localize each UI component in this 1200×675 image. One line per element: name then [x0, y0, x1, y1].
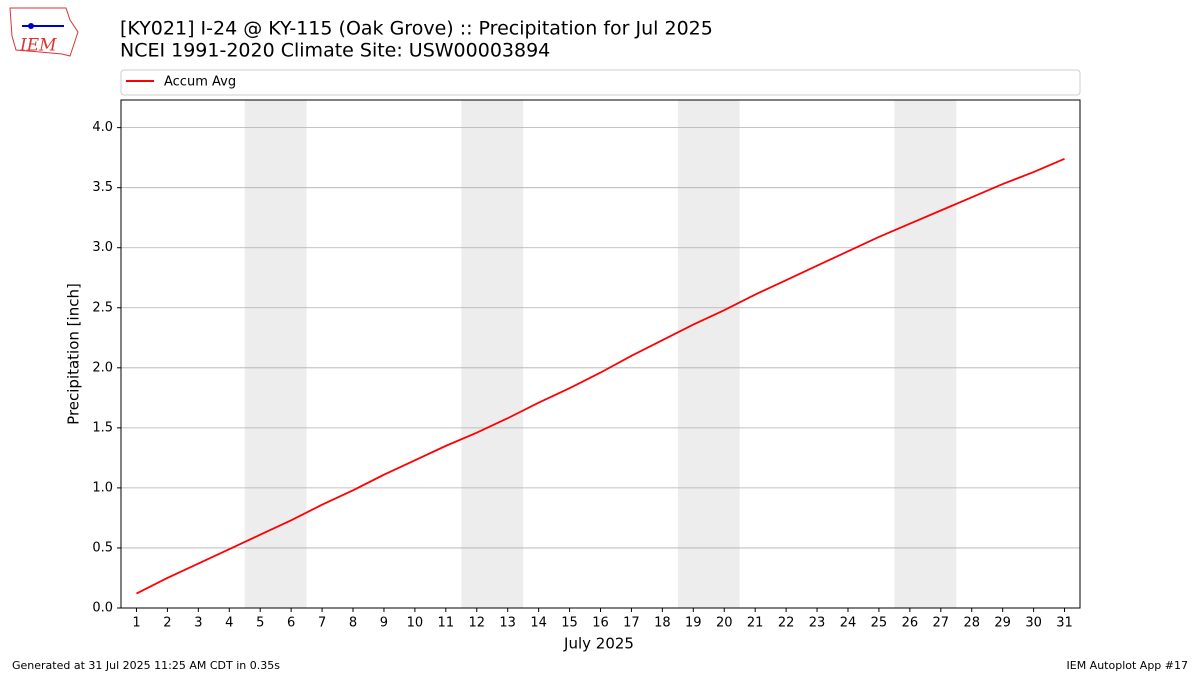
x-tick-label: 12 [468, 616, 485, 631]
x-tick-label: 10 [407, 616, 424, 631]
x-tick-label: 1 [132, 616, 140, 631]
footer-left: Generated at 31 Jul 2025 11:25 AM CDT in… [12, 659, 280, 672]
x-tick-label: 3 [194, 616, 202, 631]
x-tick-label: 5 [256, 616, 264, 631]
x-tick-label: 27 [933, 616, 950, 631]
x-tick-label: 9 [380, 616, 388, 631]
x-tick-label: 23 [809, 616, 826, 631]
x-tick-label: 22 [778, 616, 795, 631]
y-tick-label: 2.5 [92, 300, 113, 315]
y-tick-label: 0.5 [92, 540, 113, 555]
x-tick-label: 6 [287, 616, 295, 631]
x-tick-label: 4 [225, 616, 233, 631]
y-tick-label: 3.0 [92, 240, 113, 255]
x-tick-label: 11 [438, 616, 455, 631]
x-tick-label: 15 [561, 616, 578, 631]
x-tick-label: 2 [163, 616, 171, 631]
data-line [136, 158, 1065, 595]
chart-subtitle: NCEI 1991-2020 Climate Site: USW00003894 [120, 40, 550, 62]
x-tick-label: 14 [530, 616, 547, 631]
y-tick-label: 1.0 [92, 480, 113, 495]
x-tick-label: 18 [654, 616, 671, 631]
footer-right: IEM Autoplot App #17 [1067, 659, 1189, 672]
weekend-shade [461, 100, 524, 608]
x-tick-label: 7 [318, 616, 326, 631]
x-tick-label: 31 [1056, 616, 1073, 631]
x-tick-label: 25 [871, 616, 888, 631]
logo-outline [9, 7, 79, 57]
x-tick-label: 29 [994, 616, 1011, 631]
x-tick-label: 13 [499, 616, 516, 631]
legend-box [120, 69, 1081, 96]
weekend-shade [677, 100, 740, 608]
logo-text: IEM [19, 36, 57, 56]
x-tick-label: 28 [963, 616, 980, 631]
x-tick-label: 8 [349, 616, 357, 631]
weekend-shade [244, 100, 307, 608]
weekend-shade [894, 100, 957, 608]
x-tick-label: 20 [716, 616, 733, 631]
logo: IEM [9, 7, 79, 57]
chart-title: [KY021] I-24 @ KY-115 (Oak Grove) :: Pre… [120, 18, 713, 40]
legend-label: Accum Avg [164, 75, 236, 90]
y-tick-label: 2.0 [92, 360, 113, 375]
y-tick-label: 0.0 [92, 601, 113, 616]
x-tick-label: 26 [902, 616, 919, 631]
y-tick-label: 3.5 [92, 180, 113, 195]
x-tick-label: 21 [747, 616, 764, 631]
x-tick-label: 19 [685, 616, 702, 631]
logo-icon [28, 23, 34, 29]
y-axis-label: Precipitation [inch] [65, 283, 83, 425]
x-tick-label: 30 [1025, 616, 1042, 631]
plot-frame [120, 99, 1081, 609]
x-tick-label: 17 [623, 616, 640, 631]
y-tick-label: 1.5 [92, 420, 113, 435]
x-tick-label: 16 [592, 616, 609, 631]
y-tick-label: 4.0 [92, 120, 113, 135]
x-tick-label: 24 [840, 616, 857, 631]
x-axis-label: July 2025 [563, 635, 634, 653]
